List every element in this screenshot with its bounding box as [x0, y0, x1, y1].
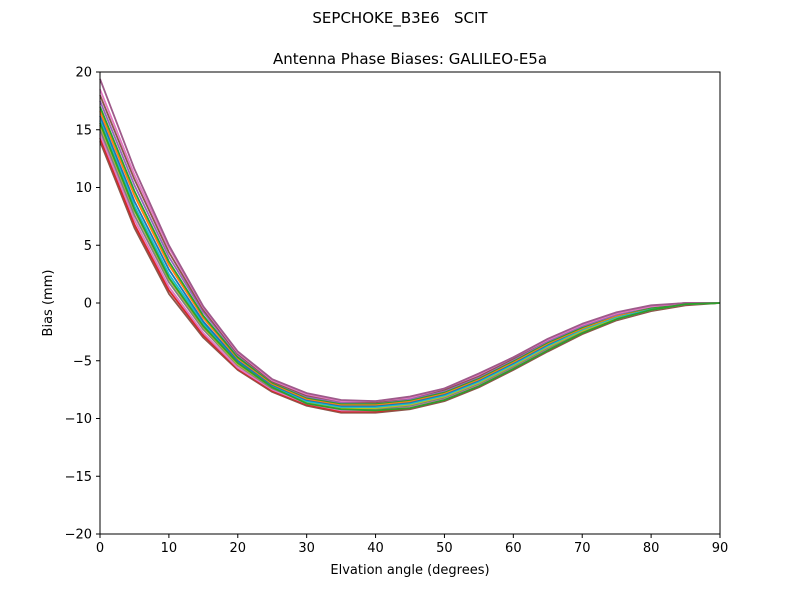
y-tick-label: −20 — [65, 528, 92, 543]
y-tick-label: 15 — [75, 123, 92, 138]
series-line-4 — [99, 129, 721, 411]
x-tick-label: 10 — [161, 541, 178, 556]
series-line-2 — [99, 137, 721, 413]
x-tick-label: 90 — [712, 541, 729, 556]
series-line-13 — [99, 78, 720, 403]
y-axis-ticks: −20 −15 −10 −5 0 5 10 15 20 — [65, 66, 100, 543]
series-line-1 — [99, 140, 721, 414]
y-tick-label: 10 — [75, 181, 92, 196]
figure-suptitle: SEPCHOKE_B3E6 SCIT — [312, 9, 488, 27]
series-layer — [99, 78, 721, 414]
y-tick-label: −15 — [65, 470, 92, 485]
x-axis-ticks: 0 10 20 30 40 50 60 70 80 90 — [96, 534, 728, 556]
y-tick-label: 20 — [75, 66, 92, 81]
x-tick-label: 60 — [505, 541, 522, 556]
x-tick-label: 70 — [574, 541, 591, 556]
series-line-6 — [99, 120, 721, 408]
x-axis-label: Elvation angle (degrees) — [330, 563, 489, 578]
series-line-11 — [99, 94, 720, 404]
x-tick-label: 30 — [298, 541, 315, 556]
series-line-10 — [99, 100, 720, 404]
x-tick-label: 50 — [436, 541, 453, 556]
y-tick-label: 0 — [84, 297, 92, 312]
series-line-12 — [99, 88, 720, 403]
series-line-3 — [99, 134, 721, 412]
series-line-9 — [99, 106, 721, 405]
y-tick-label: −5 — [73, 354, 92, 369]
y-axis-label: Bias (mm) — [41, 270, 56, 337]
x-tick-label: 20 — [230, 541, 247, 556]
series-line-8 — [99, 110, 721, 406]
x-tick-label: 80 — [643, 541, 660, 556]
series-line-7 — [99, 115, 721, 407]
x-tick-label: 40 — [367, 541, 384, 556]
y-tick-label: −10 — [65, 412, 92, 427]
series-line-5 — [99, 124, 721, 410]
x-tick-label: 0 — [96, 541, 104, 556]
chart-title: Antenna Phase Biases: GALILEO-E5a — [273, 50, 547, 68]
y-tick-label: 5 — [84, 239, 92, 254]
series-line-14 — [99, 122, 721, 412]
